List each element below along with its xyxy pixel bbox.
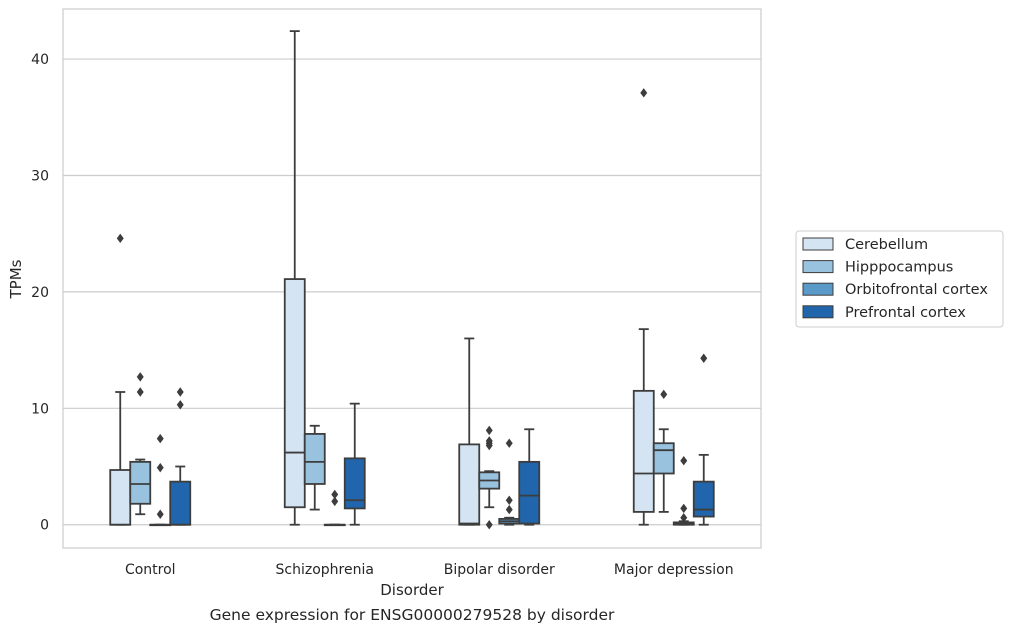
box-hipppocampus — [652, 389, 675, 513]
box-prefrontal-cortex — [692, 353, 715, 526]
y-tick-label: 40 — [31, 52, 49, 68]
outlier-point — [156, 433, 164, 444]
outlier-point — [485, 425, 493, 436]
outlier-point — [116, 233, 124, 244]
outlier-point — [680, 455, 688, 466]
iqr-box — [518, 460, 541, 525]
outlier-point — [176, 400, 184, 410]
iqr-box — [692, 480, 715, 518]
box-orbitofrontal-cortex — [149, 433, 172, 527]
x-tick-label: Major depression — [614, 562, 734, 578]
outlier-point — [136, 387, 144, 397]
legend: Cerebellum Hipppocampus Orbitofrontal cort… — [795, 230, 1004, 328]
outlier-point — [660, 389, 668, 400]
iqr-box — [169, 480, 192, 526]
x-tick-label: Schizophrenia — [276, 562, 374, 578]
outlier-point — [700, 353, 708, 363]
box-hipppocampus — [478, 425, 501, 530]
outlier-point — [136, 372, 144, 382]
x-tick-labels: Control Schizophrenia Bipolar disorder Majo… — [125, 562, 734, 578]
box-hipppocampus — [303, 424, 326, 511]
legend-swatch — [802, 260, 834, 274]
box-cerebellum — [458, 337, 481, 526]
outlier-point — [331, 496, 339, 507]
iqr-box — [458, 443, 481, 526]
plot-frame — [62, 8, 762, 549]
legend-label: Hipppocampus — [845, 260, 953, 276]
outlier-point — [680, 503, 688, 514]
legend-swatch — [802, 282, 834, 296]
box-cerebellum — [283, 30, 306, 526]
outlier-point — [176, 387, 184, 397]
outlier-point — [505, 504, 513, 515]
figure-caption: Gene expression for ENSG00000279528 by d… — [209, 606, 615, 624]
outlier-point — [156, 462, 164, 473]
box-orbitofrontal-cortex — [323, 489, 346, 527]
legend-entries: Cerebellum Hipppocampus Orbitofrontal cort… — [802, 237, 988, 321]
iqr-box — [652, 442, 675, 475]
iqr-box — [129, 460, 152, 505]
y-tick-label: 0 — [40, 518, 49, 534]
outlier-point — [331, 489, 339, 500]
legend-swatch — [802, 305, 834, 319]
legend-swatch — [802, 237, 834, 251]
outlier-point — [505, 438, 513, 448]
x-axis-label: Disorder — [380, 581, 444, 599]
outlier-point — [156, 509, 164, 519]
outlier-point — [640, 88, 648, 98]
iqr-box — [283, 278, 306, 509]
outlier-point — [485, 436, 493, 446]
box-prefrontal-cortex — [169, 387, 192, 526]
legend-label: Prefrontal cortex — [845, 305, 966, 321]
box-cerebellum — [632, 88, 655, 526]
x-tick-label: Bipolar disorder — [444, 562, 555, 578]
legend-frame — [795, 230, 1004, 328]
box-hipppocampus — [129, 372, 152, 516]
outlier-point — [505, 495, 513, 505]
iqr-box — [109, 469, 132, 526]
y-tick-labels: 0 10 20 30 40 — [31, 52, 49, 534]
outlier-point — [680, 513, 688, 523]
y-tick-label: 10 — [31, 401, 49, 417]
box-prefrontal-cortex — [343, 402, 366, 526]
box-prefrontal-cortex — [518, 428, 541, 526]
box-orbitofrontal-cortex — [672, 455, 695, 526]
boxes — [109, 30, 715, 530]
box-orbitofrontal-cortex — [498, 438, 521, 526]
outlier-point — [485, 520, 493, 530]
x-tick-label: Control — [125, 562, 176, 578]
y-axis-label: TPMs — [7, 259, 25, 299]
legend-label: Cerebellum — [845, 237, 928, 253]
y-tick-label: 30 — [31, 168, 49, 184]
y-tick-label: 20 — [31, 285, 49, 301]
iqr-box — [632, 389, 655, 513]
iqr-box — [303, 433, 326, 485]
box-cerebellum — [109, 233, 132, 526]
legend-label: Orbitofrontal cortex — [845, 282, 988, 298]
iqr-box — [343, 457, 366, 510]
